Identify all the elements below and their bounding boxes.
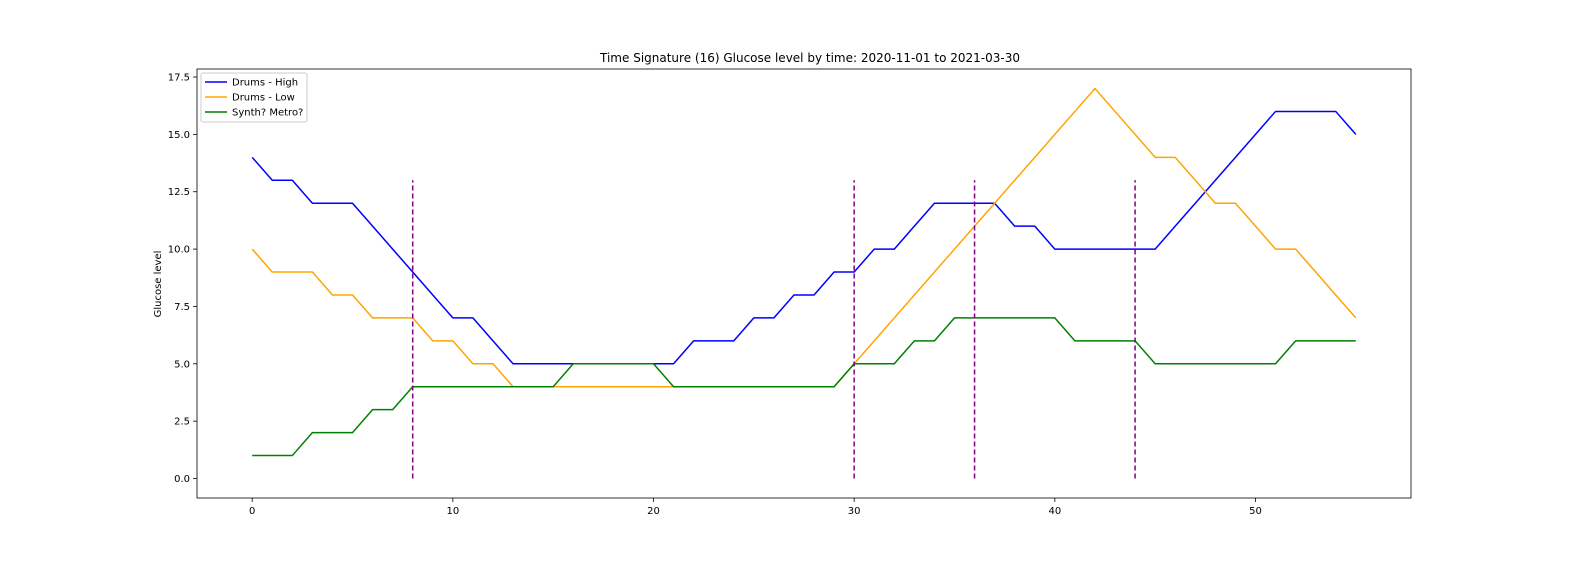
x-tick-label: 40 (1048, 506, 1061, 517)
plot-frame (196, 68, 1412, 499)
y-tick-label: 0.0 (174, 474, 190, 485)
x-tick-label: 50 (1249, 506, 1262, 517)
x-tick-label: 20 (647, 506, 660, 517)
legend-label: Synth? Metro? (232, 108, 303, 119)
legend-box (200, 72, 308, 123)
plot-area: 0 10 20 30 40 50 0.0 2.5 5.0 7.5 10.0 12.5 15.0 17.5 D… (168, 68, 1412, 517)
x-tick-label: 30 (848, 506, 861, 517)
y-tick-label: 12.5 (168, 187, 190, 198)
y-tick-label: 10.0 (168, 245, 190, 256)
legend-label: Drums - Low (232, 93, 295, 104)
x-tick-label: 10 (446, 506, 459, 517)
y-tick-label: 7.5 (174, 302, 190, 313)
series-line (251, 110, 1357, 365)
y-tick-label: 15.0 (168, 130, 190, 141)
y-tick-label: 17.5 (168, 73, 190, 84)
y-tick-label: 5.0 (174, 359, 190, 370)
legend-label: Drums - High (232, 78, 298, 89)
chart-title: Time Signature (16) Glucose level by tim… (599, 51, 1020, 65)
y-axis-label: Glucose level (153, 251, 164, 318)
x-tick-label: 0 (249, 506, 255, 517)
y-tick-label: 2.5 (174, 417, 190, 428)
series-line (252, 317, 1356, 457)
